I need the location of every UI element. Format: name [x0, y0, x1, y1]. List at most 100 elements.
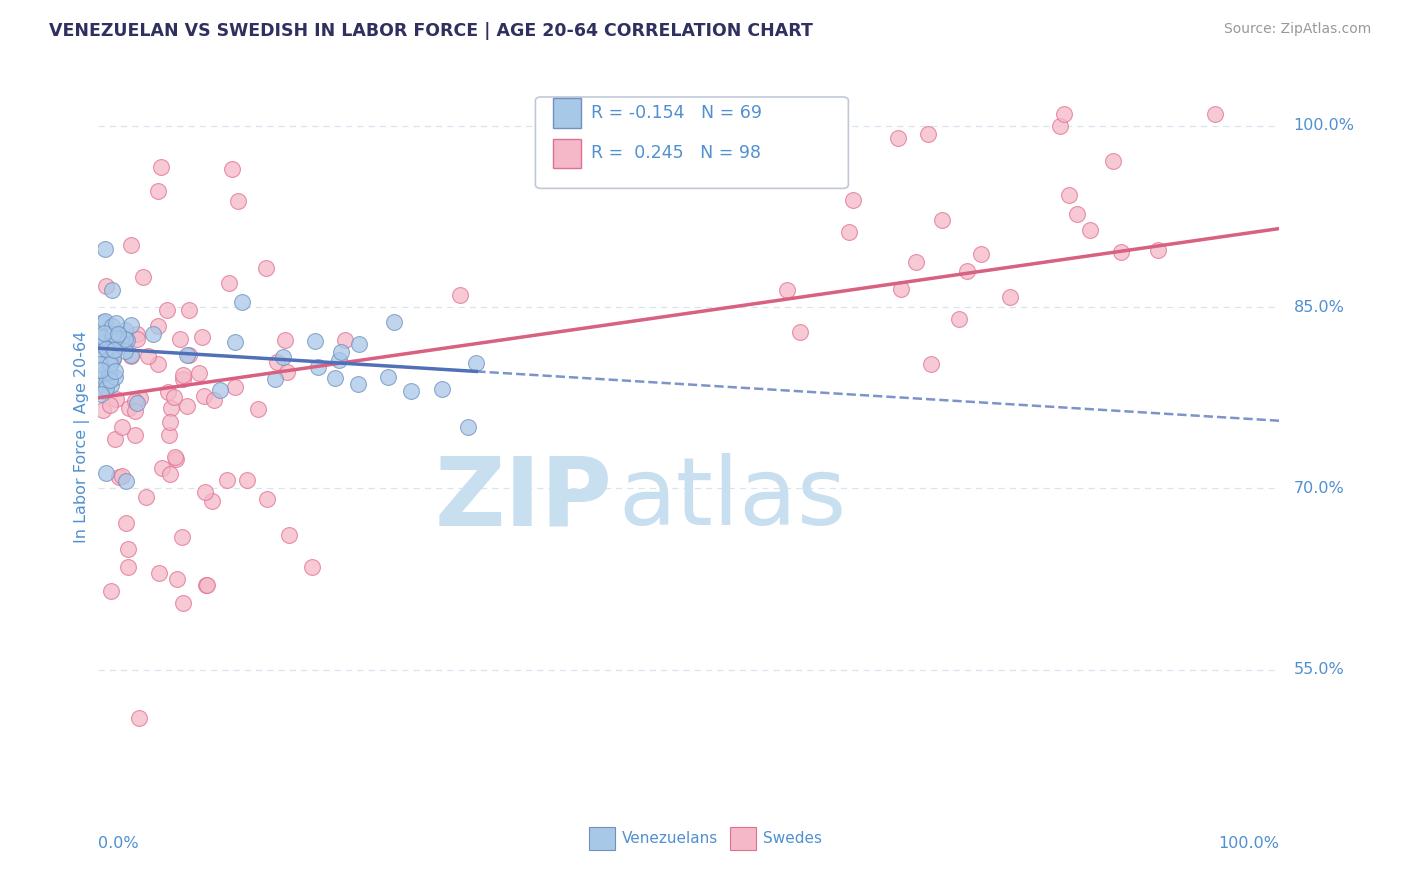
Point [127, 326, 149, 341]
Point [97, 352, 120, 367]
Text: atlas: atlas [619, 453, 846, 545]
Point [101, 351, 124, 366]
Point [271, 350, 294, 364]
Point [948, 312, 970, 326]
Point [96, 339, 118, 353]
Point [215, 474, 238, 488]
Point [93, 367, 115, 381]
Point [107, 326, 129, 341]
Point [1147, 243, 1170, 257]
Point [91, 330, 114, 344]
Point [276, 365, 298, 379]
Point [377, 370, 399, 384]
Point [193, 389, 215, 403]
Text: 85.0%: 85.0% [1294, 300, 1344, 315]
Point [247, 401, 270, 416]
Point [104, 369, 127, 384]
Point [90, 363, 112, 377]
Point [97, 365, 120, 379]
Point [103, 343, 125, 357]
Point [169, 332, 191, 346]
Point [146, 357, 169, 371]
Point [89, 357, 111, 371]
Point [120, 318, 142, 332]
Point [1080, 223, 1102, 237]
Point [96, 375, 118, 389]
Point [905, 254, 928, 268]
Point [226, 194, 249, 208]
Point [208, 383, 231, 397]
Point [263, 372, 285, 386]
Point [1066, 207, 1088, 221]
Point [231, 295, 253, 310]
Point [201, 493, 224, 508]
Point [96, 373, 118, 387]
Text: 55.0%: 55.0% [1294, 663, 1344, 677]
Point [838, 225, 860, 239]
Point [124, 393, 146, 408]
Point [114, 322, 136, 336]
Point [890, 282, 912, 296]
Point [163, 390, 186, 404]
Point [159, 467, 181, 481]
Point [90, 331, 112, 345]
Point [91, 315, 114, 329]
Point [177, 348, 200, 362]
Point [148, 184, 170, 198]
Point [842, 193, 865, 207]
Point [103, 344, 125, 359]
Point [98, 398, 121, 412]
Point [328, 352, 350, 367]
Point [176, 348, 198, 362]
Point [465, 356, 488, 370]
Point [449, 288, 471, 302]
Point [94, 381, 117, 395]
Point [430, 382, 453, 396]
Point [273, 333, 295, 347]
Point [105, 392, 128, 406]
Point [94, 314, 117, 328]
Text: 70.0%: 70.0% [1294, 481, 1344, 496]
Point [172, 372, 194, 386]
Point [156, 385, 179, 400]
Point [301, 560, 323, 574]
Point [114, 332, 136, 346]
Point [920, 357, 942, 371]
Point [931, 212, 953, 227]
FancyBboxPatch shape [536, 97, 848, 188]
Point [256, 492, 278, 507]
Point [236, 473, 259, 487]
Point [94, 342, 117, 356]
Point [149, 160, 172, 174]
Point [117, 541, 139, 556]
Text: 0.0%: 0.0% [98, 836, 139, 851]
Point [98, 373, 121, 387]
Point [96, 278, 118, 293]
Point [277, 527, 299, 541]
Point [100, 283, 122, 297]
Text: ZIP: ZIP [434, 453, 612, 546]
Point [218, 277, 240, 291]
Point [1053, 106, 1076, 120]
Point [165, 452, 187, 467]
Point [382, 315, 405, 329]
Point [179, 303, 201, 318]
Text: R =  0.245   N = 98: R = 0.245 N = 98 [591, 145, 761, 162]
Point [142, 326, 165, 341]
Point [170, 530, 193, 544]
Point [127, 332, 149, 346]
Point [98, 357, 121, 371]
Bar [730, 827, 756, 850]
Point [93, 326, 115, 340]
Point [224, 335, 246, 350]
Text: 100.0%: 100.0% [1219, 836, 1279, 851]
Point [107, 470, 129, 484]
Point [194, 578, 217, 592]
Point [101, 327, 124, 342]
Point [970, 246, 993, 260]
Point [399, 384, 422, 398]
Point [191, 330, 214, 344]
Point [887, 131, 910, 145]
Point [221, 161, 243, 176]
Point [323, 371, 346, 385]
